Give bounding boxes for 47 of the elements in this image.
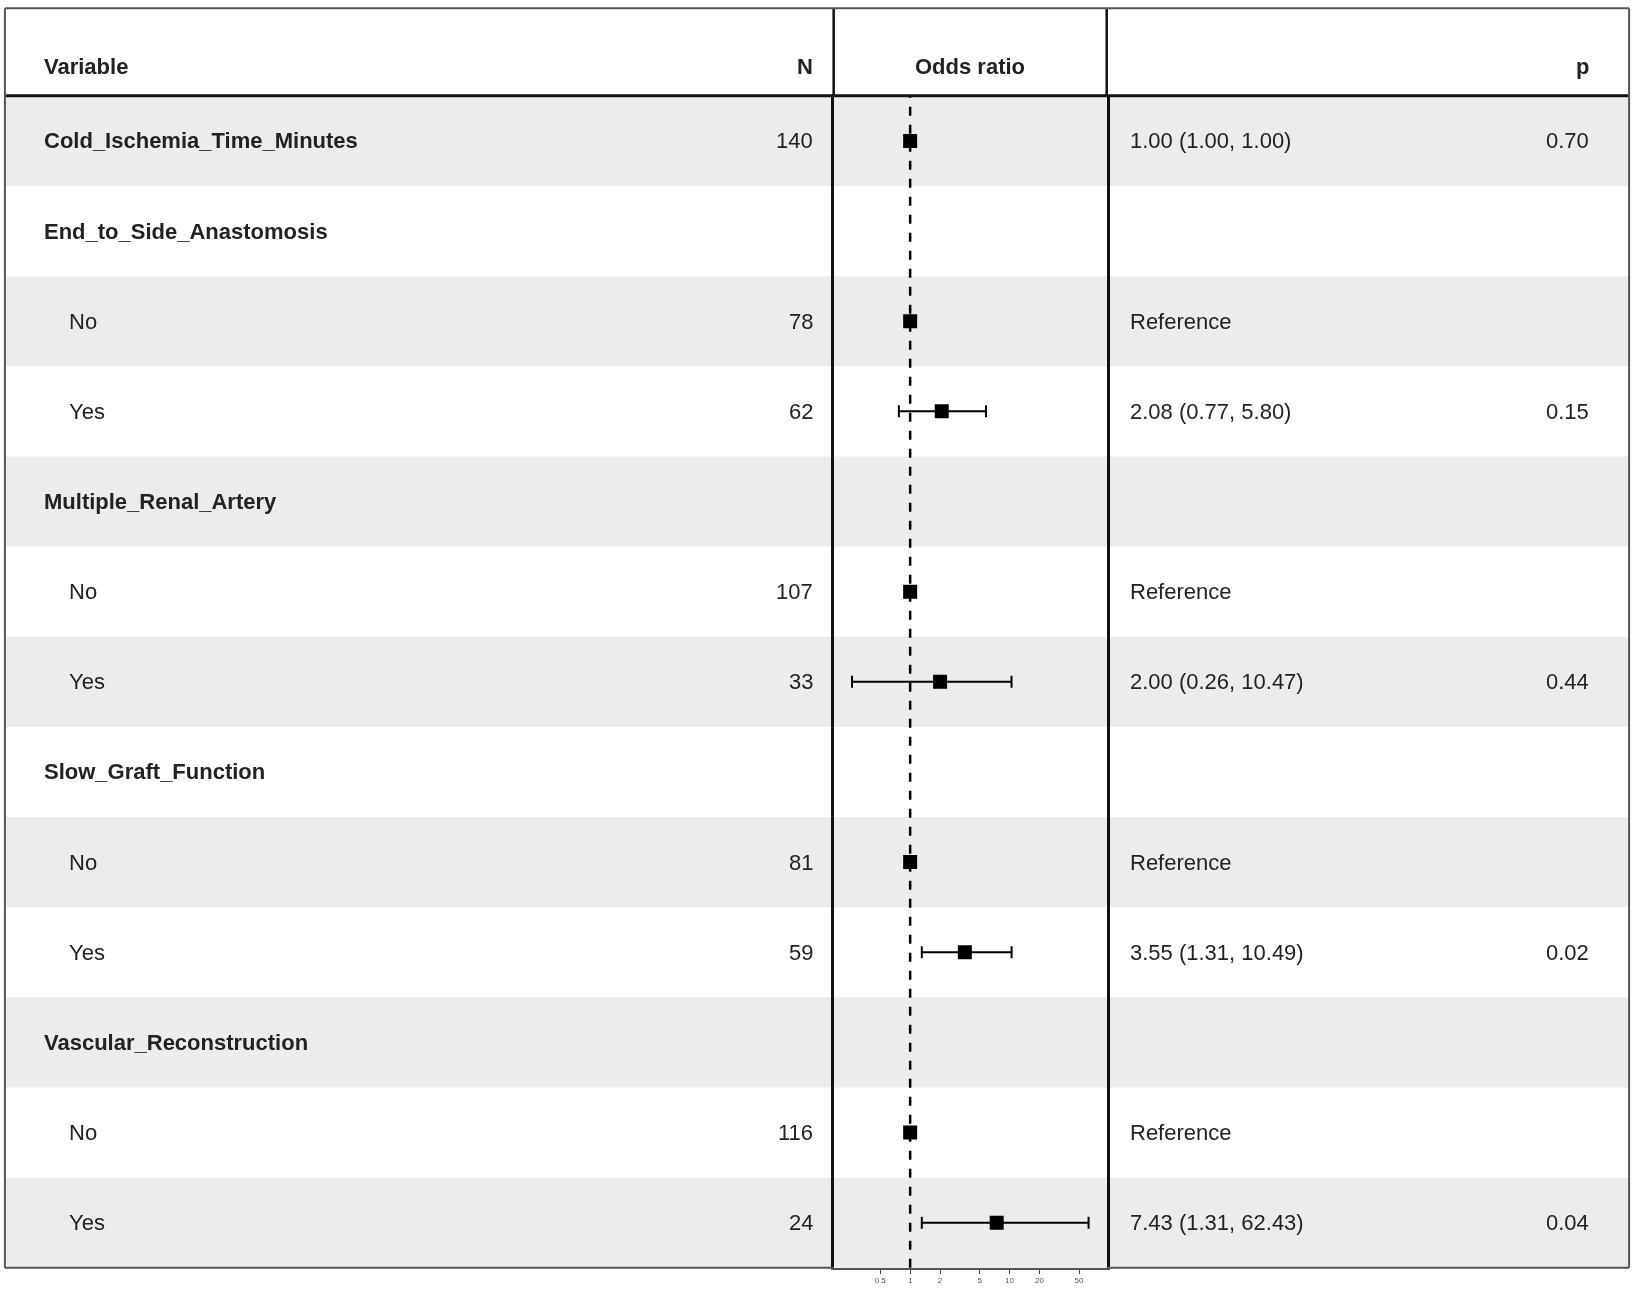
- data-label: 140: [776, 128, 813, 153]
- category-label: Yes: [69, 399, 105, 424]
- category-label: Yes: [69, 940, 105, 965]
- x-tick-label: 2: [937, 1276, 943, 1286]
- data-label: 0.15: [1546, 399, 1589, 424]
- category-label: End_to_Side_Anastomosis: [44, 219, 328, 244]
- data-label: 0.04: [1546, 1210, 1589, 1235]
- category-label: No: [69, 850, 98, 875]
- category-label: 7.43 (1.31, 62.43): [1130, 1210, 1304, 1235]
- data-label: 33: [789, 669, 814, 694]
- category-label: Vascular_Reconstruction: [44, 1030, 309, 1055]
- text: Variable: [44, 54, 129, 79]
- x-tick-label: 50: [1074, 1276, 1084, 1286]
- category-label: Cold_Ischemia_Time_Minutes: [44, 128, 358, 153]
- category-label: Reference: [1130, 579, 1232, 604]
- category-label: No: [69, 309, 98, 334]
- data-label: 62: [789, 399, 814, 424]
- x-tick-label: 10: [1005, 1276, 1015, 1286]
- category-label: Yes: [69, 1210, 105, 1235]
- data-label: 24: [789, 1210, 814, 1235]
- category-label: Reference: [1130, 1120, 1232, 1145]
- x-tick-label: 0.5: [874, 1276, 887, 1286]
- category-label: Reference: [1130, 850, 1232, 875]
- data-label: 0.70: [1546, 128, 1589, 153]
- chart-title: Odds ratio: [915, 54, 1026, 79]
- data-label: 0.44: [1546, 669, 1589, 694]
- category-label: 3.55 (1.31, 10.49): [1130, 940, 1304, 965]
- category-label: Reference: [1130, 309, 1232, 334]
- category-label: Multiple_Renal_Artery: [44, 489, 278, 514]
- data-label: 116: [778, 1120, 814, 1145]
- category-label: Yes: [69, 669, 105, 694]
- category-label: No: [69, 579, 98, 604]
- category-label: 1.00 (1.00, 1.00): [1130, 128, 1292, 153]
- data-label: 107: [776, 579, 813, 604]
- data-label: 0.02: [1546, 940, 1589, 965]
- category-label: 2.08 (0.77, 5.80): [1130, 399, 1292, 424]
- data-label: 59: [789, 940, 814, 965]
- text: p: [1576, 54, 1590, 79]
- data-label: 81: [789, 850, 814, 875]
- data-label: 78: [789, 309, 814, 334]
- x-tick-label: 20: [1035, 1276, 1045, 1286]
- text: N: [797, 54, 813, 79]
- category-label: 2.00 (0.26, 10.47): [1130, 669, 1304, 694]
- x-tick-label: 1: [907, 1276, 913, 1286]
- category-label: Slow_Graft_Function: [44, 759, 266, 784]
- category-label: No: [69, 1120, 98, 1145]
- x-tick-label: 5: [977, 1276, 983, 1286]
